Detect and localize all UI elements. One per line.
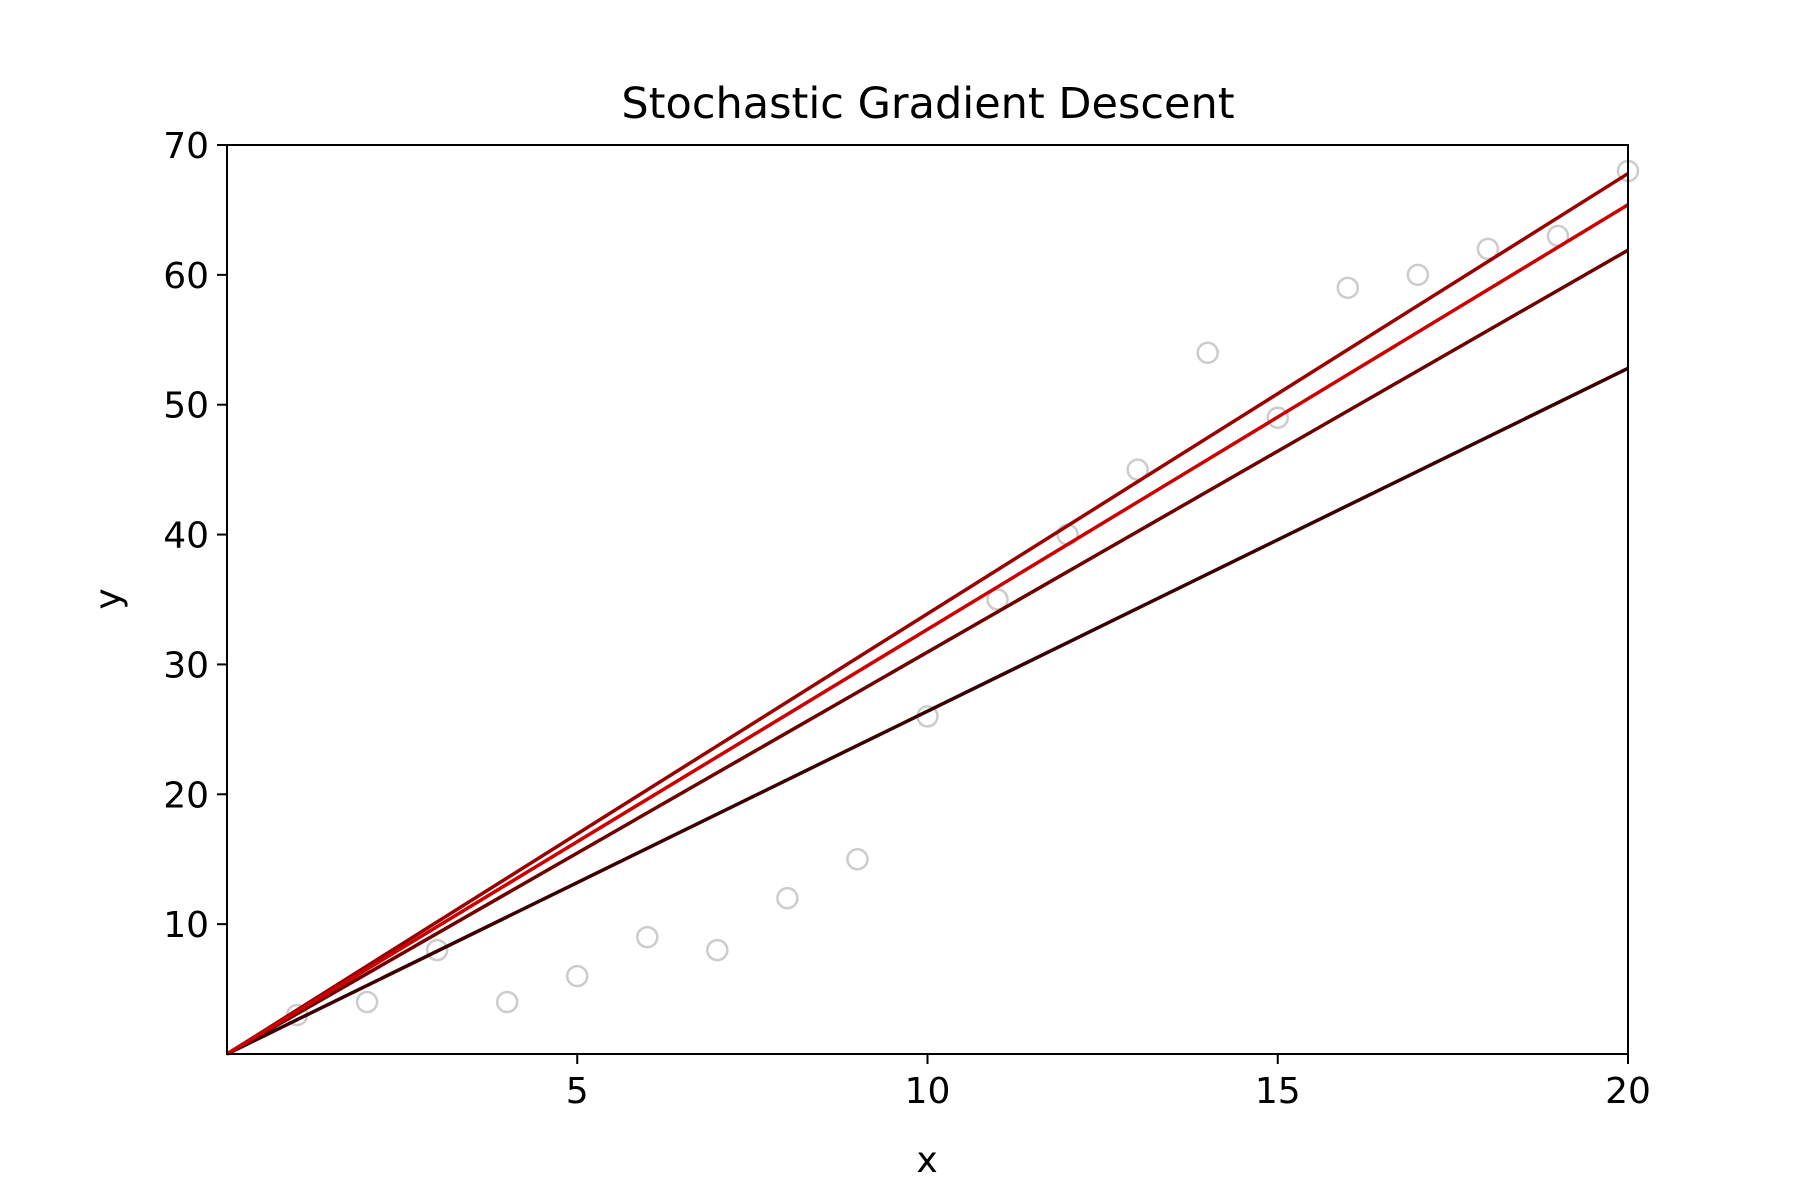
y-tick-label: 40 [163,516,209,557]
data-point [1266,406,1289,429]
data-point [636,925,659,949]
data-point [566,964,589,988]
fit-line-2 [226,248,1629,1056]
y-tick-label: 50 [163,386,209,427]
x-tick-label: 15 [1255,1071,1301,1112]
data-point [1406,263,1430,287]
plot-area [226,159,1640,1056]
data-point [986,588,1009,611]
data-point [355,990,379,1014]
data-point [1476,237,1500,261]
axes-frame [226,144,1629,1055]
data-point [846,847,869,871]
y-axis-label: y [88,588,129,609]
chart-title: Stochastic Gradient Descent [621,79,1234,129]
data-point [1126,458,1149,481]
x-axis: 5 10 15 20 [566,1054,1651,1112]
data-point [1336,276,1360,300]
data-point [425,938,449,962]
x-tick-label: 10 [905,1071,951,1112]
y-axis: 10 20 30 40 50 60 70 [163,126,227,946]
x-axis-label: x [916,1140,937,1181]
y-tick-label: 60 [163,256,209,297]
fit-line-1 [226,366,1629,1056]
x-tick-label: 20 [1605,1071,1651,1112]
data-point [1196,341,1219,365]
data-point [776,886,799,910]
data-point [706,938,729,962]
y-tick-label: 20 [163,775,209,816]
y-tick-label: 10 [163,905,209,946]
fit-line-4 [226,203,1629,1056]
fit-line-3 [226,172,1629,1056]
y-tick-label: 30 [163,645,209,686]
y-tick-label: 70 [163,126,209,167]
data-point [495,990,519,1014]
x-tick-label: 5 [566,1071,589,1112]
